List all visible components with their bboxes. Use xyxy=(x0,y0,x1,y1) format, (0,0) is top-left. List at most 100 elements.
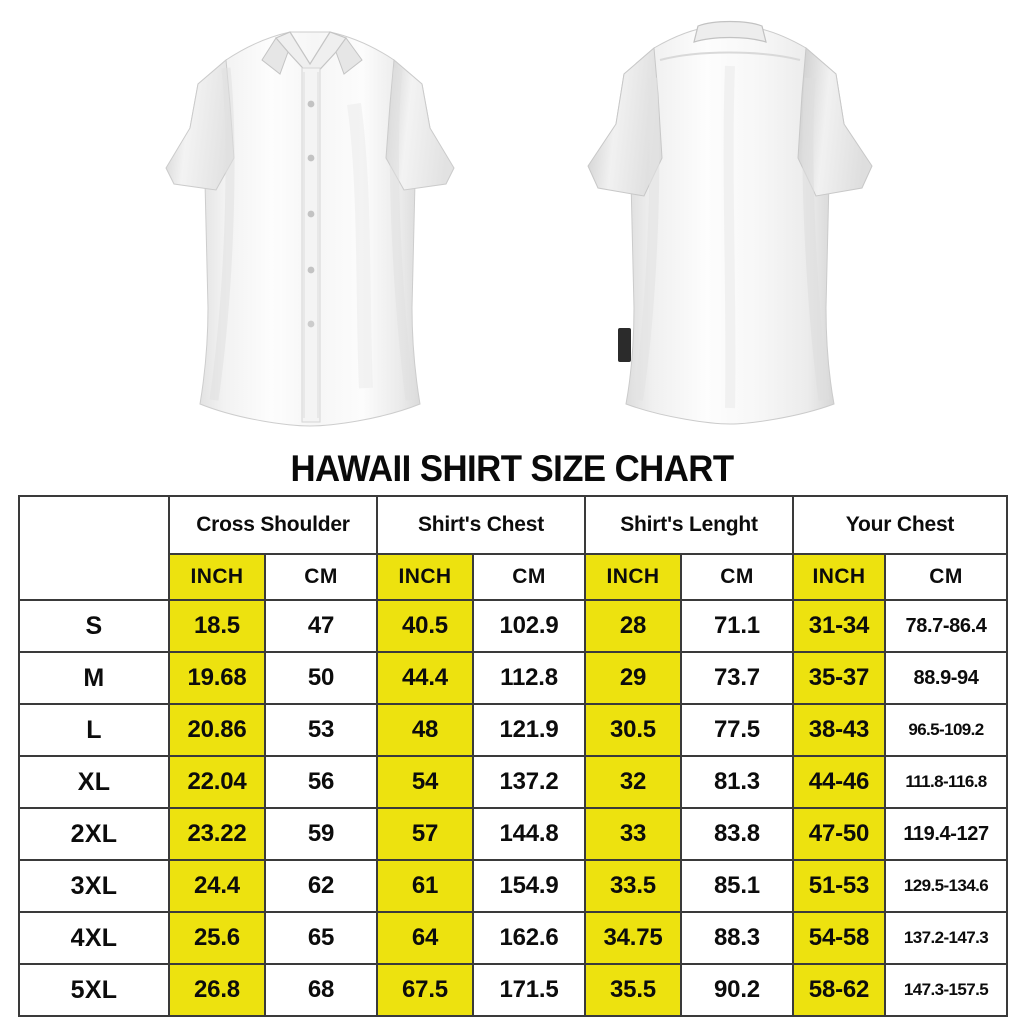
header-group-cross-shoulder: Cross Shoulder xyxy=(168,495,378,555)
cell-your-chest-cm: 129.5-134.6 xyxy=(884,859,1008,913)
cell-shirts-length-inch: 35.5 xyxy=(584,963,682,1017)
cell-shirts-chest-inch: 64 xyxy=(376,911,474,965)
cell-cross-shoulder-cm: 59 xyxy=(264,807,378,861)
cell-cross-shoulder-cm: 47 xyxy=(264,599,378,653)
cell-cross-shoulder-inch: 25.6 xyxy=(168,911,266,965)
cell-your-chest-inch: 44-46 xyxy=(792,755,886,809)
cell-shirts-chest-cm: 137.2 xyxy=(472,755,586,809)
table-row: L 20.86 53 48 121.9 30.5 77.5 38-43 96.5-109.2 xyxy=(18,703,1008,757)
size-label-4xl: 4XL xyxy=(18,911,170,965)
header-unit-inch-shirts-chest: INCH xyxy=(376,553,474,601)
header-group-shirts-length: Shirt's Lenght xyxy=(584,495,794,555)
table-row: XL 22.04 56 54 137.2 32 81.3 44-46 111.8-116.8 xyxy=(18,755,1008,809)
size-label-5xl: 5XL xyxy=(18,963,170,1017)
size-label-2xl: 2XL xyxy=(18,807,170,861)
cell-shirts-length-cm: 81.3 xyxy=(680,755,794,809)
cell-cross-shoulder-cm: 68 xyxy=(264,963,378,1017)
product-image-strip xyxy=(0,0,1024,448)
size-label-xl: XL xyxy=(18,755,170,809)
brand-tag xyxy=(618,328,631,362)
unit-header-row: INCH CM INCH CM INCH CM INCH CM xyxy=(19,553,1008,601)
cell-shirts-length-inch: 33 xyxy=(584,807,682,861)
cell-shirts-chest-inch: 67.5 xyxy=(376,963,474,1017)
table-row: 5XL 26.8 68 67.5 171.5 35.5 90.2 58-62 147.3-157… xyxy=(18,963,1008,1017)
header-unit-cm-cross-shoulder: CM xyxy=(264,553,378,601)
table-row: 2XL 23.22 59 57 144.8 33 83.8 47-50 119.4-127 xyxy=(18,807,1008,861)
cell-cross-shoulder-cm: 65 xyxy=(264,911,378,965)
cell-your-chest-inch: 47-50 xyxy=(792,807,886,861)
cell-cross-shoulder-inch: 26.8 xyxy=(168,963,266,1017)
cell-your-chest-inch: 51-53 xyxy=(792,859,886,913)
cell-shirts-chest-inch: 40.5 xyxy=(376,599,474,653)
shirt-back-view xyxy=(548,8,908,438)
cell-shirts-length-inch: 28 xyxy=(584,599,682,653)
cell-shirts-chest-cm: 102.9 xyxy=(472,599,586,653)
cell-cross-shoulder-inch: 20.86 xyxy=(168,703,266,757)
cell-shirts-length-inch: 30.5 xyxy=(584,703,682,757)
cell-your-chest-cm: 88.9-94 xyxy=(884,651,1008,705)
cell-shirts-length-cm: 90.2 xyxy=(680,963,794,1017)
size-label-l: L xyxy=(18,703,170,757)
cell-shirts-chest-cm: 121.9 xyxy=(472,703,586,757)
header-unit-inch-your-chest: INCH xyxy=(792,553,886,601)
cell-cross-shoulder-inch: 22.04 xyxy=(168,755,266,809)
table-row: 4XL 25.6 65 64 162.6 34.75 88.3 54-58 137.2-147.… xyxy=(18,911,1008,965)
cell-shirts-chest-inch: 57 xyxy=(376,807,474,861)
cell-shirts-length-cm: 73.7 xyxy=(680,651,794,705)
cell-your-chest-cm: 147.3-157.5 xyxy=(884,963,1008,1017)
size-chart-body: S 18.5 47 40.5 102.9 28 71.1 31-34 78.7-86.4 M 19.… xyxy=(18,599,1008,1017)
cell-cross-shoulder-cm: 53 xyxy=(264,703,378,757)
cell-your-chest-cm: 78.7-86.4 xyxy=(884,599,1008,653)
cell-shirts-length-cm: 83.8 xyxy=(680,807,794,861)
cell-your-chest-inch: 54-58 xyxy=(792,911,886,965)
size-chart-table: Cross Shoulder Shirt's Chest Shirt's Len… xyxy=(18,495,1008,1017)
cell-your-chest-inch: 35-37 xyxy=(792,651,886,705)
header-corner-blank xyxy=(18,495,170,601)
page-title: HAWAII SHIRT SIZE CHART xyxy=(290,448,734,489)
cell-your-chest-cm: 119.4-127 xyxy=(884,807,1008,861)
cell-shirts-chest-cm: 162.6 xyxy=(472,911,586,965)
cell-shirts-length-cm: 71.1 xyxy=(680,599,794,653)
table-row: S 18.5 47 40.5 102.9 28 71.1 31-34 78.7-86.4 xyxy=(18,599,1008,653)
cell-shirts-chest-inch: 61 xyxy=(376,859,474,913)
group-header-row: Cross Shoulder Shirt's Chest Shirt's Len… xyxy=(18,495,1008,601)
cell-shirts-length-inch: 32 xyxy=(584,755,682,809)
cell-shirts-length-cm: 85.1 xyxy=(680,859,794,913)
cell-shirts-chest-inch: 48 xyxy=(376,703,474,757)
cell-shirts-chest-inch: 44.4 xyxy=(376,651,474,705)
cell-shirts-chest-cm: 112.8 xyxy=(472,651,586,705)
table-row: 3XL 24.4 62 61 154.9 33.5 85.1 51-53 129.5-134.6 xyxy=(18,859,1008,913)
header-unit-inch-cross-shoulder: INCH xyxy=(168,553,266,601)
header-unit-inch-shirts-length: INCH xyxy=(584,553,682,601)
cell-your-chest-cm: 137.2-147.3 xyxy=(884,911,1008,965)
cell-cross-shoulder-inch: 24.4 xyxy=(168,859,266,913)
cell-cross-shoulder-inch: 18.5 xyxy=(168,599,266,653)
cell-your-chest-inch: 38-43 xyxy=(792,703,886,757)
cell-shirts-chest-cm: 144.8 xyxy=(472,807,586,861)
cell-your-chest-cm: 96.5-109.2 xyxy=(884,703,1008,757)
cell-shirts-length-inch: 29 xyxy=(584,651,682,705)
cell-cross-shoulder-cm: 56 xyxy=(264,755,378,809)
cell-your-chest-cm: 111.8-116.8 xyxy=(884,755,1008,809)
header-group-shirts-chest: Shirt's Chest xyxy=(376,495,586,555)
cell-shirts-chest-cm: 171.5 xyxy=(472,963,586,1017)
cell-your-chest-inch: 31-34 xyxy=(792,599,886,653)
header-unit-cm-your-chest: CM xyxy=(884,553,1008,601)
cell-shirts-length-inch: 33.5 xyxy=(584,859,682,913)
cell-shirts-length-cm: 88.3 xyxy=(680,911,794,965)
cell-shirts-chest-inch: 54 xyxy=(376,755,474,809)
header-group-your-chest: Your Chest xyxy=(792,495,1008,555)
header-unit-cm-shirts-chest: CM xyxy=(472,553,586,601)
size-label-3xl: 3XL xyxy=(18,859,170,913)
header-unit-cm-shirts-length: CM xyxy=(680,553,794,601)
size-label-s: S xyxy=(18,599,170,653)
cell-cross-shoulder-inch: 23.22 xyxy=(168,807,266,861)
cell-shirts-length-inch: 34.75 xyxy=(584,911,682,965)
cell-cross-shoulder-cm: 50 xyxy=(264,651,378,705)
table-row: M 19.68 50 44.4 112.8 29 73.7 35-37 88.9-94 xyxy=(18,651,1008,705)
cell-cross-shoulder-inch: 19.68 xyxy=(168,651,266,705)
size-chart-container: Cross Shoulder Shirt's Chest Shirt's Len… xyxy=(18,495,1008,1017)
size-label-m: M xyxy=(18,651,170,705)
cell-shirts-length-cm: 77.5 xyxy=(680,703,794,757)
cell-cross-shoulder-cm: 62 xyxy=(264,859,378,913)
